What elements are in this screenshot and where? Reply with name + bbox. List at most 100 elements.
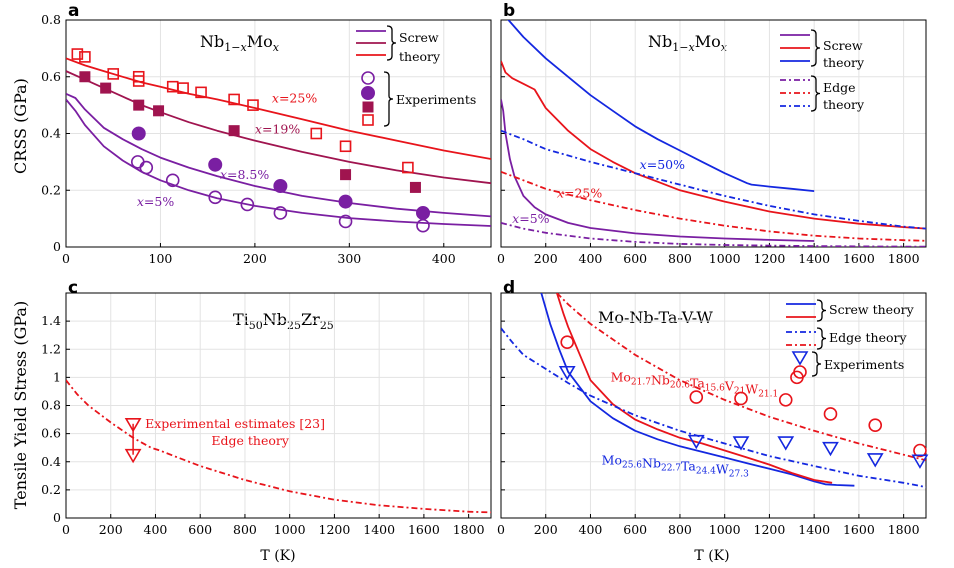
panel-label-d: d (503, 278, 515, 298)
legend-brace (383, 71, 394, 127)
data-point (107, 68, 120, 80)
tick-label-x: 800 (668, 251, 692, 266)
data-point (310, 127, 323, 140)
data-point (79, 51, 91, 63)
legend-label: Experiments (824, 357, 904, 372)
data-point (778, 393, 793, 407)
data-point (416, 218, 430, 233)
annotation: Edge theory (211, 433, 289, 448)
legend-label: Screw (823, 38, 863, 53)
series-line (501, 327, 926, 488)
data-point (131, 126, 146, 141)
tick-label-y: 0.2 (41, 482, 61, 497)
annotation: x=5% (512, 211, 549, 226)
tick-label-x: 1200 (754, 522, 786, 537)
legend-brace (816, 299, 827, 322)
legend-b: Screw theory Edge theory (780, 29, 865, 112)
data-point (732, 436, 750, 451)
legend-label: theory (399, 49, 441, 64)
tick-label-y: 0 (53, 239, 61, 254)
tick-label-y: 0.8 (41, 398, 61, 413)
tick-label-y: 1 (53, 369, 61, 384)
annotation: x=5% (137, 194, 174, 209)
axes-c: 0 200 400 600 800 1000 1200 1400 1600 1800 0 0.2 0.4… (41, 292, 492, 537)
data-point (273, 178, 288, 193)
legend-brace (810, 75, 821, 112)
series-c (66, 379, 491, 514)
tick-label-x: 1800 (453, 522, 485, 537)
series-line (66, 98, 491, 227)
tick-label-x: 1000 (709, 251, 741, 266)
annotation: x=25% (557, 185, 602, 200)
series-line (556, 293, 833, 484)
data-point (338, 214, 353, 229)
tick-label-x: 1000 (709, 522, 741, 537)
data-point (100, 82, 112, 94)
series-line (66, 379, 491, 514)
annotation: Mo25.6Nb22.7Ta24.4W27.3 (602, 453, 749, 480)
data-point (240, 197, 255, 212)
ylabel-top: CRSS (GPa) (11, 78, 30, 174)
xlabel-d: T (K) (694, 548, 729, 564)
tick-label-x: 0 (497, 522, 505, 537)
data-point (822, 441, 839, 457)
legend-label: Screw theory (829, 302, 915, 317)
annotation: x=50% (640, 157, 685, 172)
legend-label: theory (823, 55, 865, 70)
tick-label-y: 0.4 (41, 126, 61, 141)
data-point (911, 454, 929, 469)
tick-label-x: 1600 (843, 251, 875, 266)
data-point (124, 417, 142, 433)
tick-label-x: 1600 (408, 522, 440, 537)
data-point (777, 436, 795, 451)
data-point (913, 443, 927, 458)
legend-brace (811, 351, 822, 377)
tick-label-x: 600 (623, 251, 647, 266)
data-point (177, 82, 189, 94)
series-line (66, 92, 491, 218)
tick-label-x: 0 (62, 251, 70, 266)
data-point (71, 48, 84, 60)
tick-label-x: 600 (188, 522, 212, 537)
data-point (402, 161, 414, 174)
tick-label-x: 1400 (798, 251, 830, 266)
data-point (273, 206, 288, 220)
data-point (339, 140, 352, 153)
data-point (362, 114, 374, 126)
title-a: Nb1−xMox (200, 32, 280, 54)
tick-label-x: 1600 (843, 522, 875, 537)
axes-a: 0 100 200 300 400 0 0.2 0.4 0.6 0.8 (41, 12, 492, 266)
tick-label-x: 600 (623, 522, 647, 537)
data-point (340, 169, 352, 181)
legend-brace (816, 327, 827, 350)
tick-label-x: 0 (497, 251, 505, 266)
series-line (556, 293, 926, 462)
data-point (247, 99, 259, 111)
data-point (165, 173, 180, 188)
legend-d: Screw theory Edge theory Experiments (786, 299, 915, 379)
series-line (501, 129, 926, 230)
data-point (823, 407, 838, 421)
title-d: Mo-Nb-Ta-V-W (598, 308, 713, 327)
legend-label: theory (823, 97, 865, 112)
series-line (501, 222, 926, 247)
data-point (868, 418, 883, 432)
tick-label-x: 400 (432, 251, 456, 266)
tick-label-y: 1.4 (41, 313, 61, 328)
markers-d (558, 335, 929, 469)
title-b: Nb1−xMox (648, 32, 728, 54)
tick-label-y: 0.8 (41, 12, 61, 27)
tick-label-y: 1.2 (41, 341, 61, 356)
data-point (362, 101, 374, 113)
series-line (501, 99, 815, 242)
data-point (228, 93, 240, 106)
tick-label-x: 200 (243, 251, 267, 266)
legend-label: Screw (399, 30, 439, 45)
tick-label-x: 1800 (888, 251, 920, 266)
tick-label-x: 400 (579, 251, 603, 266)
series-line (540, 293, 855, 487)
data-point (409, 181, 421, 193)
tick-label-x: 1800 (888, 522, 920, 537)
legend-label: Experiments (396, 92, 476, 107)
